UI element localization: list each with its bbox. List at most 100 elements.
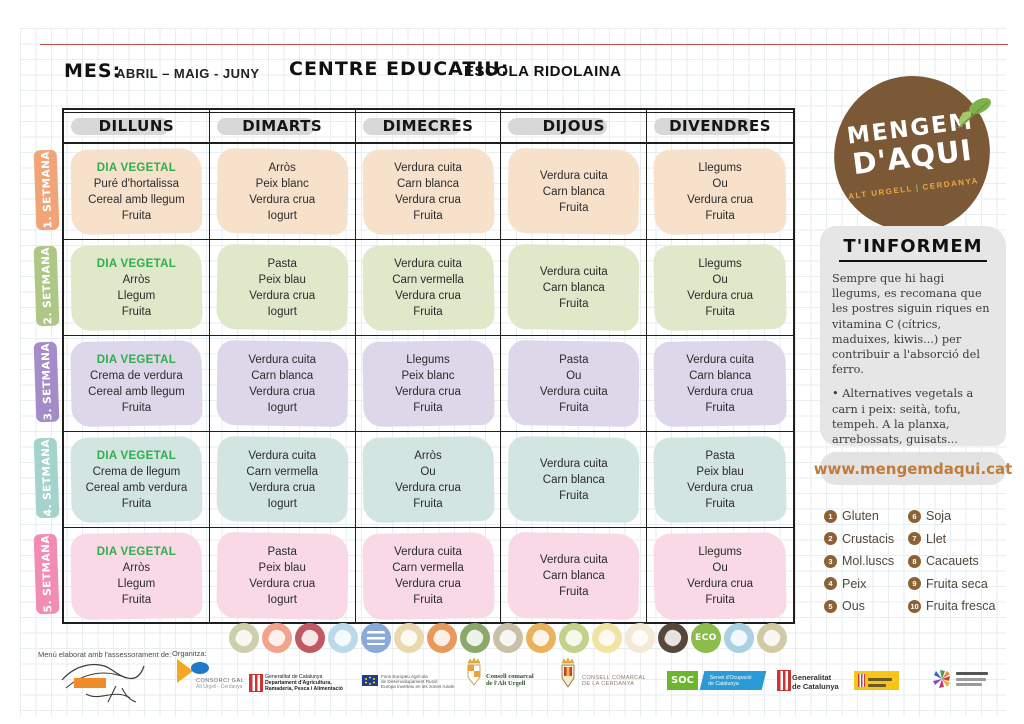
menu-line: Verdura crua xyxy=(687,578,754,590)
cell-menu-text: Arròs Ou Verdura crua Fruita xyxy=(395,448,461,512)
menu-line: Iogurt xyxy=(267,209,297,222)
allergen-item-crustacis: 2 Crustacis xyxy=(824,532,908,546)
menu-line: Verdura cuita xyxy=(394,257,462,270)
feader-line2: de Desenvolupament Rural: xyxy=(381,679,438,684)
menu-line: Pasta xyxy=(705,449,735,462)
gobierno-espana-logo xyxy=(854,671,899,690)
week-tab-label: 4. SETMANA xyxy=(39,439,54,517)
cell-menu-text: Llegums Ou Verdura crua Fruita xyxy=(687,544,753,608)
menu-line: Carn blanca xyxy=(542,281,605,294)
menu-line: Fruita xyxy=(121,594,152,606)
menu-line: Fruita xyxy=(413,594,443,606)
cell-menu-text: Verdura cuita Carn blanca Verdura crua Frui… xyxy=(394,160,462,224)
menu-cell-week2-day3: Verdura cuita Carn vermella Verdura crua Fr… xyxy=(356,240,502,335)
menu-cell-week1-day4: Verdura cuita Carn blanca Fruita xyxy=(501,144,648,239)
milk-icon xyxy=(724,623,754,653)
menu-line: Carn blanca xyxy=(542,185,605,198)
menu-line: Verdura crua xyxy=(249,481,316,494)
allergen-number-badge: 6 xyxy=(908,509,921,523)
dia-vegetal-tag: DIA VEGETAL xyxy=(96,257,177,270)
centre-educatiu-value: ESCOLA RIDOLAINA xyxy=(464,63,622,80)
menu-line: Fruita xyxy=(559,297,589,310)
icon-glyph xyxy=(629,627,651,649)
icon-glyph xyxy=(728,627,750,649)
consorci-name: CONSORCI GAL xyxy=(196,678,245,684)
menu-line: Fruita xyxy=(121,401,152,414)
dia-vegetal-tag: DIA VEGETAL xyxy=(96,353,177,366)
menu-cell-week4-day1: DIA VEGETAL Crema de llegum Cereal amb ver… xyxy=(64,432,210,527)
menu-cell-week4-day2: Verdura cuita Carn vermella Verdura crua Io… xyxy=(210,432,356,527)
week-tab-label: 3. SETMANA xyxy=(39,343,54,421)
icon-glyph xyxy=(497,627,519,649)
menu-line: Verdura cuita xyxy=(248,353,317,366)
school-starburst-icon xyxy=(933,670,950,688)
food-icons-row: ECO xyxy=(229,623,787,653)
menu-line: Ou xyxy=(566,369,582,382)
menu-cell-week5-day2: Pasta Peix blau Verdura crua Iogurt xyxy=(210,528,356,624)
menu-line: Iogurt xyxy=(267,305,297,318)
week-tab-2: 2. SETMANA xyxy=(33,245,60,327)
generalitat-stripes-icon xyxy=(249,674,263,692)
cell-menu-text: DIA VEGETAL Arròs Llegum Fruita xyxy=(97,256,176,320)
menu-line: Fruita xyxy=(121,305,152,318)
menu-line: Verdura cuita xyxy=(539,457,608,470)
dia-vegetal-tag: DIA VEGETAL xyxy=(96,449,177,462)
dept-line3: Ramaderia, Pesca i Alimentació xyxy=(265,686,343,692)
organitza-label: Organitza: xyxy=(172,649,207,658)
allergen-number-badge: 3 xyxy=(824,554,837,568)
allergen-label: Gluten xyxy=(842,509,879,523)
menu-line: Arròs xyxy=(414,449,442,462)
menu-line: Llegums xyxy=(698,257,742,270)
menu-week-row-5: DIA VEGETAL Arròs Llegum Fruita Pasta Peix bl… xyxy=(64,528,793,624)
day-header-label: DILLUNS xyxy=(98,117,175,135)
allergen-label: Peix xyxy=(842,576,867,591)
day-header-divendres: DIVENDRES xyxy=(647,110,793,142)
day-header-label: DIJOUS xyxy=(542,117,605,135)
day-header-label: DIMARTS xyxy=(242,117,323,135)
menu-rows: DIA VEGETAL Puré d'hortalissa Cereal amb l… xyxy=(64,144,793,624)
allergen-item-peix: 4 Peix xyxy=(824,577,908,591)
cerdanya-line2: DE LA CERDANYA xyxy=(582,681,635,687)
icon-glyph xyxy=(299,627,321,649)
menu-cell-week1-day1: DIA VEGETAL Puré d'hortalissa Cereal amb l… xyxy=(64,144,210,239)
menu-line: Pasta xyxy=(559,353,589,366)
week-tab-label: 2. SETMANA xyxy=(39,247,54,325)
menu-line: Peix blanc xyxy=(401,369,455,382)
menu-line: Ou xyxy=(712,177,728,190)
menu-line: Carn blanca xyxy=(251,369,314,382)
menu-line: Crema de verdura xyxy=(90,369,183,382)
cell-menu-text: Llegums Peix blanc Verdura crua Fruita xyxy=(395,352,461,416)
header-highlight-blob xyxy=(654,118,754,135)
week-tab-label: 5. SETMANA xyxy=(39,535,54,613)
menu-line: Carn vermella xyxy=(392,562,464,574)
cerdanya-line1: CONSELL COMARCAL xyxy=(582,675,646,681)
pasta-stripes-icon xyxy=(361,623,391,653)
menu-line: Carn blanca xyxy=(542,473,605,486)
icon-glyph xyxy=(596,627,618,649)
website-link[interactable]: www.mengemdaqui.cat xyxy=(813,459,1013,478)
chicken-icon xyxy=(262,623,292,653)
dept-line1: Generalitat de Catalunya xyxy=(265,674,323,680)
menu-line: Llegums xyxy=(406,353,450,366)
icon-glyph xyxy=(761,627,783,649)
menu-line: Verdura crua xyxy=(395,578,461,590)
generalitat-line1: Generalitat xyxy=(792,673,832,682)
menu-line: Fruita xyxy=(413,209,443,222)
menu-cell-week1-day2: Arròs Peix blanc Verdura crua Iogurt xyxy=(210,144,356,239)
icon-glyph xyxy=(233,627,255,649)
menu-line: Verdura crua xyxy=(687,385,754,398)
generalitat-stripes-icon-2 xyxy=(777,670,791,691)
allergen-label: Mol.luscs xyxy=(842,554,895,568)
allergen-number-badge: 10 xyxy=(908,599,921,613)
allergen-legend-left: 1 Gluten 2 Crustacis 3 Mol.luscs 4 Peix 5 Ous xyxy=(824,509,908,613)
menu-line: Fruita xyxy=(413,305,443,318)
vegetables-icon xyxy=(229,623,259,653)
menu-line: Verdura cuita xyxy=(539,265,608,278)
menu-line: Verdura crua xyxy=(687,289,754,302)
legume-pasta-icon xyxy=(394,623,424,653)
allergen-number-badge: 9 xyxy=(908,577,921,590)
menu-line: Verdura crua xyxy=(395,385,461,398)
menu-line: Arròs xyxy=(122,562,151,574)
menu-cell-week4-day3: Arròs Ou Verdura crua Fruita xyxy=(356,432,502,527)
